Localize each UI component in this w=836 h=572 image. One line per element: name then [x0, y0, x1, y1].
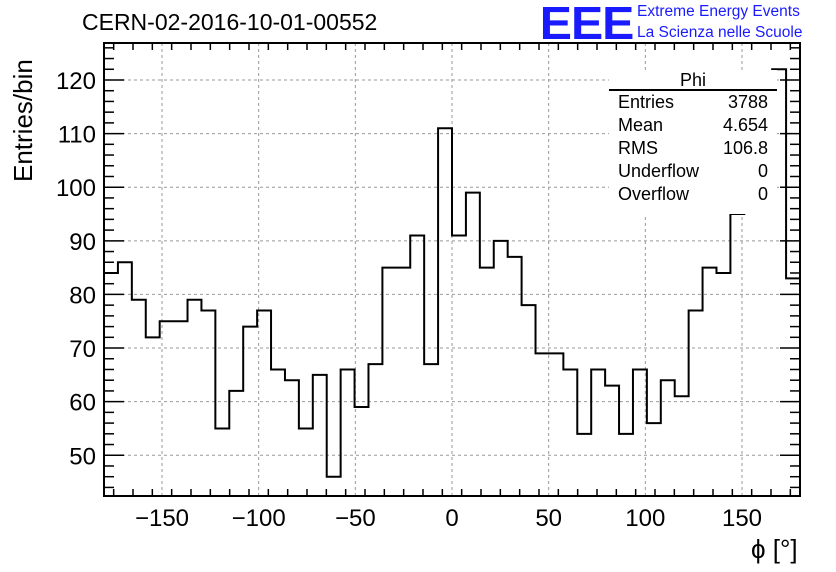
stats-row-entries: Entries 3788: [618, 92, 768, 114]
stats-value: 0: [757, 161, 768, 181]
stats-key: Underflow: [618, 161, 700, 181]
stats-row-mean: Mean 4.654: [618, 115, 768, 137]
stats-row-rms: RMS 106.8: [618, 138, 768, 160]
logo-caption-line2: La Scienza nelle Scuole: [637, 24, 803, 41]
y-tick-label: 60: [69, 390, 96, 417]
stats-key: Entries: [618, 92, 675, 112]
logo-caption-line1: Extreme Energy Events: [637, 3, 800, 20]
x-tick-label: 100: [625, 505, 665, 532]
run-title: CERN-02-2016-10-01-00552: [82, 9, 378, 35]
y-tick-label: 70: [69, 336, 96, 363]
y-tick-label: 100: [56, 175, 96, 202]
stats-row-underflow: Underflow 0: [618, 161, 768, 183]
plot-frame: [103, 42, 801, 497]
y-tick-label: 90: [69, 229, 96, 256]
eee-logo: EEE: [539, 0, 635, 49]
y-tick-label: 110: [58, 122, 96, 149]
y-tick-label: 50: [69, 443, 96, 470]
y-axis-label: Entries/bin: [8, 59, 38, 182]
x-tick-label: −50: [335, 505, 376, 532]
stats-box: Phi Entries 3788 Mean 4.654 RMS 106.8 Un…: [609, 70, 777, 214]
stats-key: RMS: [618, 138, 658, 158]
x-tick-label: −150: [135, 505, 189, 532]
stats-divider: [609, 89, 777, 91]
y-tick-label: 80: [69, 282, 96, 309]
stats-key: Overflow: [618, 184, 690, 204]
stats-key: Mean: [618, 115, 664, 135]
stats-value: 4.654: [722, 115, 768, 135]
stats-value: 106.8: [722, 138, 768, 158]
x-tick-label: 150: [722, 505, 762, 532]
stats-title: Phi: [679, 70, 706, 90]
x-tick-label: −100: [232, 505, 286, 532]
stats-row-overflow: Overflow 0: [618, 184, 768, 206]
x-tick-label: 50: [535, 505, 562, 532]
axis-tick-labels: −150 −100 −50 0 50 100 150 50 60 70 80 90 100 110 120: [56, 68, 762, 532]
x-tick-label: 0: [445, 505, 458, 532]
stats-value: 0: [757, 184, 768, 204]
stats-value: 3788: [727, 92, 768, 112]
axis-ticks: [104, 43, 800, 496]
histogram-line: [104, 68, 800, 478]
y-tick-label: 120: [56, 68, 96, 95]
x-axis-label: ϕ [°]: [751, 534, 798, 564]
